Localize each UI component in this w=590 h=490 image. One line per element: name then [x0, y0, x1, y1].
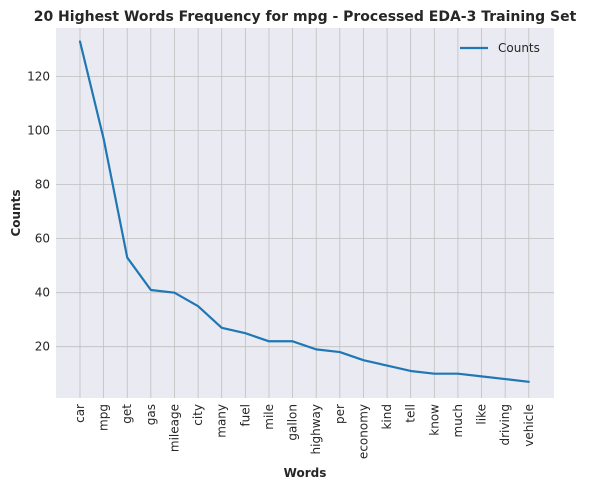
grid-lines — [56, 28, 554, 398]
x-tick-label-per: per — [333, 404, 347, 424]
y-tick-label: 20 — [35, 340, 50, 354]
x-tick-label-car: car — [73, 404, 87, 423]
x-tick-label-gas: gas — [144, 404, 158, 425]
y-axis-ticks: 20 40 60 80 100 120 — [27, 70, 50, 354]
y-axis-label: Counts — [9, 189, 23, 236]
x-axis-label: Words — [284, 466, 327, 480]
plot-area — [56, 28, 554, 398]
y-tick-label: 40 — [35, 286, 50, 300]
x-tick-label-vehicle: vehicle — [522, 404, 536, 447]
y-tick-label: 100 — [27, 124, 50, 138]
x-tick-label-kind: kind — [380, 404, 394, 430]
y-tick-label: 80 — [35, 178, 50, 192]
x-tick-label-tell: tell — [404, 404, 418, 423]
x-tick-label-gallon: gallon — [286, 404, 300, 441]
legend: Counts — [460, 41, 540, 55]
x-tick-label-fuel: fuel — [238, 404, 252, 427]
x-tick-label-highway: highway — [309, 404, 323, 454]
x-tick-label-get: get — [120, 404, 134, 424]
x-tick-label-economy: economy — [356, 404, 370, 459]
x-tick-label-city: city — [191, 404, 205, 426]
series-line-counts — [78, 40, 530, 383]
x-tick-label-driving: driving — [498, 404, 512, 446]
x-tick-label-like: like — [475, 404, 489, 425]
x-tick-label-mpg: mpg — [97, 404, 111, 431]
x-tick-label-many: many — [215, 404, 229, 438]
legend-label: Counts — [498, 41, 540, 55]
y-tick-label: 60 — [35, 232, 50, 246]
x-tick-label-much: much — [451, 404, 465, 438]
x-tick-label-mileage: mileage — [167, 404, 181, 452]
x-axis-ticks: car mpg get gas mileage city many fuel mile gallo… — [73, 404, 536, 459]
x-tick-label-know: know — [427, 404, 441, 436]
x-tick-label-mile: mile — [262, 404, 276, 430]
chart-title: 20 Highest Words Frequency for mpg - Pro… — [34, 9, 577, 25]
y-tick-label: 120 — [27, 70, 50, 84]
